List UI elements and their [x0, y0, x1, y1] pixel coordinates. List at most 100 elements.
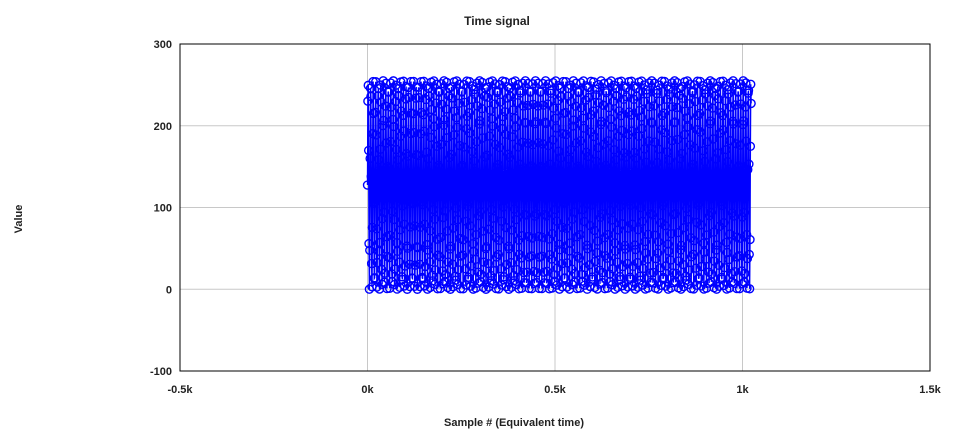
signal-marker	[429, 214, 440, 224]
signal-marker	[663, 239, 673, 249]
signal-marker	[400, 261, 410, 271]
signal-marker	[711, 245, 721, 255]
signal-marker	[677, 148, 687, 159]
signal-marker	[675, 245, 686, 255]
signal-marker	[450, 194, 460, 205]
signal-marker	[701, 254, 711, 264]
signal-marker	[422, 239, 432, 250]
signal-marker	[486, 270, 496, 281]
signal-marker	[682, 76, 693, 86]
signal-marker	[532, 187, 543, 197]
signal-marker	[678, 174, 688, 184]
signal-marker	[504, 244, 514, 254]
signal-marker	[533, 138, 544, 148]
signal-marker	[540, 209, 550, 220]
tick-labels: -0.5k 0k 0.5k 1k 1.5k -100 0 100 200 300	[150, 39, 942, 396]
signal-marker	[372, 170, 383, 180]
signal-marker	[383, 161, 393, 172]
signal-marker	[738, 76, 748, 86]
signal-marker	[728, 119, 739, 129]
signal-marker	[711, 284, 722, 294]
signal-marker	[560, 197, 570, 207]
signal-marker	[420, 176, 431, 187]
signal-marker	[636, 203, 646, 213]
signal-marker	[527, 233, 537, 243]
signal-marker	[635, 194, 645, 204]
signal-marker	[576, 190, 587, 201]
signal-marker	[434, 87, 444, 98]
signal-marker	[651, 253, 661, 264]
signal-marker	[530, 211, 540, 221]
signal-marker	[639, 96, 649, 107]
signal-marker	[661, 261, 671, 271]
signal-marker	[703, 101, 713, 111]
signal-marker	[549, 191, 559, 201]
signal-marker	[364, 238, 374, 249]
signal-marker	[389, 279, 400, 290]
signal-marker	[597, 208, 607, 219]
signal-marker	[392, 237, 402, 248]
signal-marker	[723, 166, 734, 177]
signal-marker	[732, 162, 743, 173]
signal-marker	[589, 225, 600, 236]
signal-marker	[738, 116, 749, 126]
signal-marker	[712, 240, 722, 250]
signal-marker	[521, 118, 531, 128]
signal-marker	[552, 179, 563, 189]
signal-marker	[392, 246, 403, 257]
signal-marker	[744, 284, 755, 294]
signal-marker	[525, 163, 535, 173]
signal-marker	[404, 259, 415, 270]
signal-marker	[438, 120, 449, 131]
signal-marker	[436, 139, 446, 150]
signal-marker	[492, 86, 503, 96]
signal-marker	[734, 161, 744, 171]
signal-marker	[536, 161, 546, 172]
signal-marker	[509, 204, 520, 214]
signal-marker	[587, 200, 597, 210]
signal-marker	[446, 149, 456, 160]
signal-marker	[501, 281, 511, 292]
signal-marker	[728, 76, 738, 86]
signal-marker	[398, 201, 408, 211]
signal-marker	[537, 232, 547, 243]
signal-marker	[465, 221, 475, 231]
signal-marker	[499, 272, 509, 282]
signal-marker	[629, 147, 640, 158]
signal-marker	[466, 261, 476, 271]
signal-marker	[620, 244, 631, 254]
signal-marker	[598, 100, 609, 110]
signal-marker	[621, 152, 631, 162]
signal-marker	[605, 205, 616, 216]
signal-marker	[644, 102, 655, 112]
signal-marker	[697, 177, 707, 187]
signal-marker	[507, 225, 517, 235]
signal-marker	[399, 219, 409, 229]
signal-marker	[722, 157, 733, 167]
signal-marker	[705, 116, 716, 126]
signal-marker	[515, 88, 526, 98]
signal-marker	[582, 240, 592, 250]
signal-marker	[569, 207, 579, 217]
signal-marker	[527, 140, 538, 150]
signal-marker	[686, 252, 697, 262]
signal-marker	[675, 83, 685, 94]
signal-marker	[647, 118, 657, 128]
signal-marker	[440, 270, 451, 280]
signal-marker	[508, 105, 518, 115]
signal-marker	[590, 168, 601, 179]
signal-marker	[498, 202, 508, 212]
signal-marker	[687, 86, 698, 96]
signal-marker	[726, 102, 736, 112]
signal-marker	[508, 193, 519, 203]
signal-marker	[711, 154, 721, 164]
signal-marker	[698, 238, 709, 248]
signal-marker	[696, 261, 707, 272]
signal-marker	[396, 106, 406, 116]
signal-marker	[532, 268, 542, 278]
signal-marker	[627, 219, 637, 229]
signal-marker	[584, 173, 594, 184]
signal-marker	[561, 129, 571, 140]
signal-marker	[743, 85, 754, 96]
signal-marker	[674, 90, 685, 101]
